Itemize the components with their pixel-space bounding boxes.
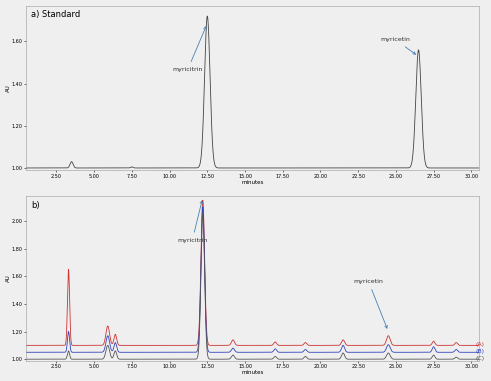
Text: a) Standard: a) Standard — [31, 11, 80, 19]
Text: b): b) — [31, 201, 39, 210]
Text: (C): (C) — [476, 356, 485, 361]
Y-axis label: AU: AU — [5, 84, 10, 92]
Text: myricitrin: myricitrin — [177, 201, 208, 243]
Text: (A): (A) — [476, 342, 485, 347]
X-axis label: minutes: minutes — [242, 370, 264, 375]
Text: myricitrin: myricitrin — [173, 27, 206, 72]
X-axis label: minutes: minutes — [242, 180, 264, 185]
Text: myricetin: myricetin — [354, 279, 387, 328]
Text: (B): (B) — [476, 349, 485, 354]
Text: myricetin: myricetin — [381, 37, 415, 54]
Y-axis label: AU: AU — [5, 274, 10, 282]
